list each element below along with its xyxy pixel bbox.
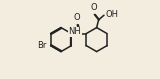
Text: NH: NH [69, 27, 81, 36]
Text: Br: Br [37, 41, 46, 50]
Text: OH: OH [106, 10, 119, 19]
Text: O: O [90, 3, 97, 12]
Text: O: O [74, 13, 80, 22]
